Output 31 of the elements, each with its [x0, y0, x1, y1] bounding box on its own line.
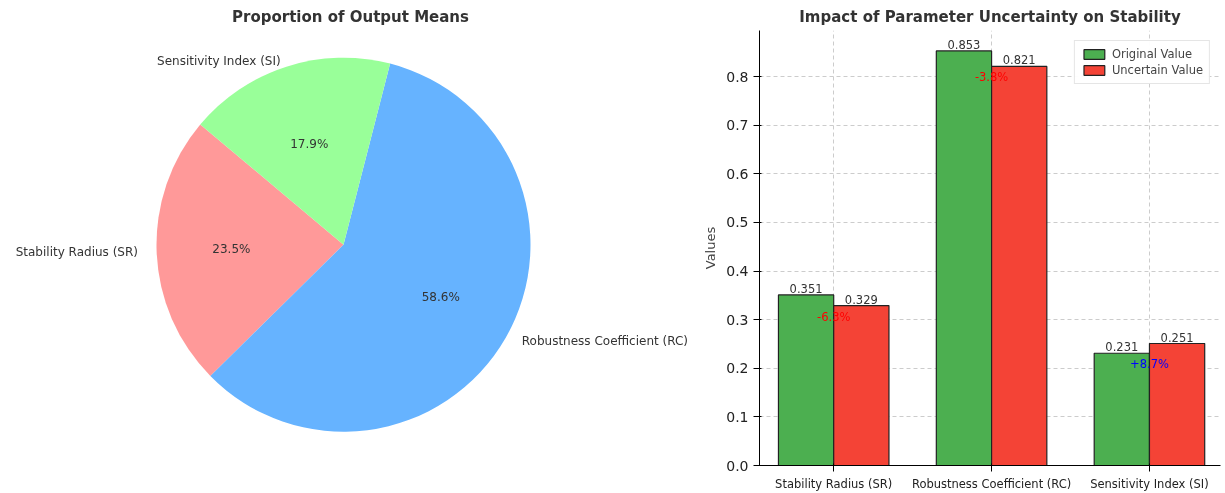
- x-tick-label: Sensitivity Index (SI): [1090, 476, 1209, 491]
- slice-label: Stability Radius (SR): [15, 245, 138, 260]
- data-label: 17.9%: [290, 137, 329, 152]
- x-tick-label: Robustness Coefficient (RC): [911, 476, 1072, 491]
- y-tick-label: 0.3: [726, 311, 749, 328]
- data-label: 0.231: [1105, 340, 1139, 355]
- chart-title: Proportion of Output Means: [232, 7, 470, 26]
- chart-title: Impact of Parameter Uncertainty on Stability: [799, 7, 1181, 26]
- data-label: 0.329: [844, 292, 878, 307]
- legend-label: Original Value: [1111, 47, 1193, 61]
- y-tick-label: 0.6: [726, 165, 749, 182]
- data-label: 0.251: [1160, 330, 1194, 345]
- y-tick-label: 0.8: [726, 68, 749, 85]
- y-tick-label: 0.5: [726, 214, 749, 231]
- data-label: 0.821: [1002, 53, 1036, 68]
- slice-label: Robustness Coefficient (RC): [521, 334, 689, 349]
- y-tick-label: 0.4: [726, 263, 749, 280]
- x-tick-label: Stability Radius (SR): [775, 476, 893, 491]
- data-label: 0.853: [947, 37, 981, 52]
- data-label: 23.5%: [212, 241, 251, 256]
- y-tick-label: 0.2: [726, 360, 749, 377]
- y-tick-label: 0.7: [726, 117, 749, 134]
- legend-label: Uncertain Value: [1111, 63, 1203, 77]
- data-label: 0.351: [789, 281, 823, 296]
- annotation: -6.3%: [817, 310, 851, 325]
- y-axis-title: Values: [703, 226, 719, 270]
- data-label: 58.6%: [421, 290, 460, 305]
- y-tick-label: 0.0: [726, 457, 749, 474]
- slice-label: Sensitivity Index (SI): [157, 53, 281, 68]
- y-tick-label: 0.1: [726, 408, 749, 425]
- annotation: -3.8%: [974, 69, 1009, 84]
